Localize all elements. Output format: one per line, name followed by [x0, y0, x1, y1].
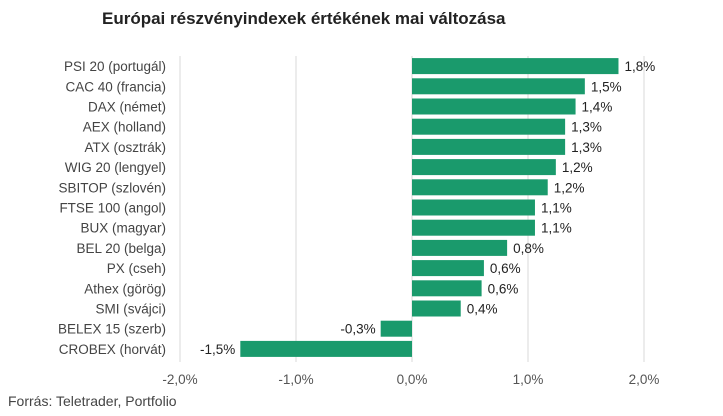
value-label: 1,2% [554, 180, 585, 195]
category-label: WIG 20 (lengyel) [65, 160, 166, 175]
bar [412, 280, 482, 297]
bar [240, 340, 412, 357]
x-tick-label: 1,0% [513, 372, 544, 387]
bars [240, 58, 619, 357]
category-label: ATX (osztrák) [84, 140, 166, 155]
category-label: CAC 40 (francia) [65, 79, 166, 94]
category-label: Athex (görög) [84, 281, 166, 296]
x-axis-tick-labels: -2,0% -1,0% 0,0% 1,0% 2,0% [162, 372, 659, 387]
value-label: 0,6% [490, 261, 521, 276]
category-labels: PSI 20 (portugál) CAC 40 (francia) DAX (né… [58, 59, 166, 357]
bar [412, 118, 566, 135]
bar [412, 58, 619, 75]
value-labels: 1,8%1,5% 1,4% 1,3% 1,3% 1,2% 1,2% 1,1% 1,1% 0,8%… [200, 59, 655, 357]
value-label: -1,5% [200, 342, 235, 357]
value-label: 1,8% [624, 59, 655, 74]
value-label: 1,1% [541, 221, 572, 236]
value-label: 0,4% [467, 302, 498, 317]
bar [412, 179, 548, 196]
category-label: BELEX 15 (szerb) [58, 322, 166, 337]
value-label: 1,3% [571, 120, 602, 135]
x-tick-label: -1,0% [278, 372, 313, 387]
value-label: 1,2% [562, 160, 593, 175]
x-tick-label: 0,0% [397, 372, 428, 387]
value-label: 1,1% [541, 201, 572, 216]
category-label: AEX (holland) [83, 120, 166, 135]
category-label: BEL 20 (belga) [76, 241, 166, 256]
category-label: BUX (magyar) [80, 221, 166, 236]
bar [412, 98, 576, 115]
x-tick-label: 2,0% [629, 372, 660, 387]
bar [412, 219, 535, 236]
category-label: SBITOP (szlovén) [58, 180, 166, 195]
bar [412, 138, 566, 155]
value-label: 0,6% [488, 281, 519, 296]
bar [412, 260, 484, 277]
bar [380, 320, 412, 337]
x-tick-label: -2,0% [162, 372, 197, 387]
value-label: 1,5% [591, 79, 622, 94]
bar [412, 78, 585, 95]
chart-title: Európai részvényindexek értékének mai vá… [102, 9, 506, 28]
category-label: PSI 20 (portugál) [64, 59, 166, 74]
bar [412, 199, 535, 216]
category-label: SMI (svájci) [96, 302, 167, 317]
bar [412, 159, 556, 176]
category-label: FTSE 100 (angol) [59, 201, 166, 216]
value-label: 1,3% [571, 140, 602, 155]
source-note: Forrás: Teletrader, Portfolio [8, 393, 177, 409]
value-label: 1,4% [582, 100, 613, 115]
value-label: 0,8% [513, 241, 544, 256]
value-label: -0,3% [340, 322, 375, 337]
bar [412, 239, 508, 256]
category-label: DAX (német) [88, 100, 166, 115]
bar [412, 300, 461, 317]
category-label: PX (cseh) [107, 261, 166, 276]
category-label: CROBEX (horvát) [59, 342, 166, 357]
